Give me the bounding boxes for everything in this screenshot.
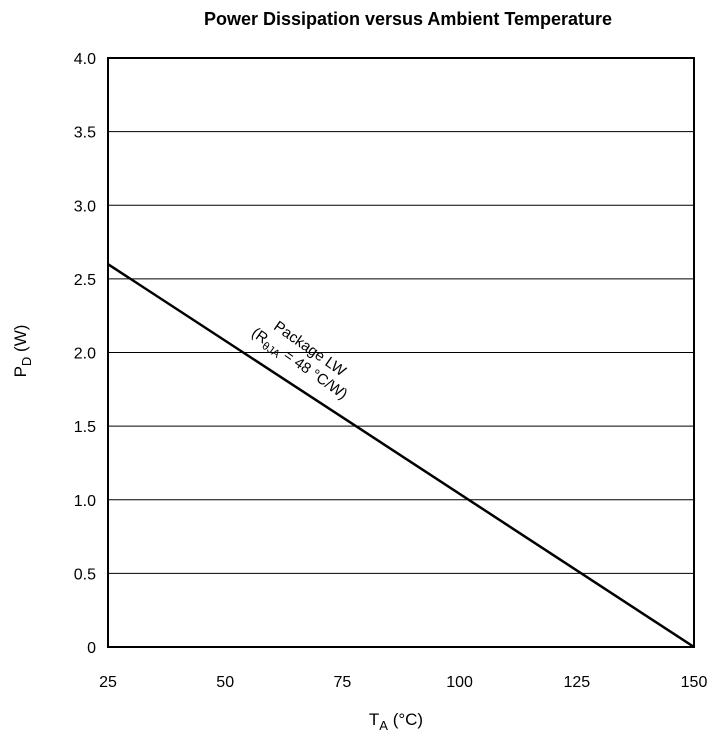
series-layer: [107, 263, 695, 649]
y-axis-label-main: P: [11, 366, 30, 377]
y-tick-label: 0: [87, 640, 96, 657]
y-tick-label: 3.0: [74, 198, 96, 215]
y-tick-label: 4.0: [74, 51, 96, 68]
x-tick-label: 125: [563, 674, 590, 691]
x-tick-labels: 25 50 75 100 125 150: [99, 674, 707, 691]
y-tick-label: 2.5: [74, 272, 96, 289]
x-tick-label: 75: [334, 674, 352, 691]
plot-frame: [107, 57, 695, 648]
y-axis-label-unit: (W): [11, 325, 30, 357]
x-axis-label: TA (°C): [369, 710, 423, 733]
y-tick-label: 0.5: [74, 566, 96, 583]
x-tick-label: 150: [681, 674, 708, 691]
x-axis-label-main: T: [369, 710, 379, 729]
grid-lines: [108, 131, 694, 574]
y-tick-label: 3.5: [74, 125, 96, 142]
y-tick-labels: 0 0.5 1.0 1.5 2.0 2.5 3.0 3.5 4.0: [74, 51, 96, 657]
chart-title: Power Dissipation versus Ambient Tempera…: [204, 9, 612, 29]
y-axis-label: PD (W): [11, 325, 34, 378]
x-tick-label: 25: [99, 674, 117, 691]
y-tick-label: 2.0: [74, 346, 96, 363]
y-tick-label: 1.0: [74, 493, 96, 510]
x-axis-label-sub: A: [379, 718, 388, 733]
series-line: [107, 263, 695, 649]
x-tick-label: 100: [446, 674, 473, 691]
y-axis-label-sub: D: [19, 357, 34, 366]
y-tick-label: 1.5: [74, 419, 96, 436]
x-axis-label-unit: (°C): [388, 710, 423, 729]
x-tick-label: 50: [216, 674, 234, 691]
